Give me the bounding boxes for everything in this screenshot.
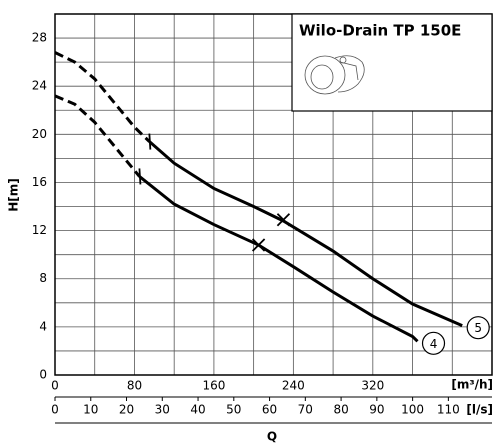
marker-stroke [148,133,152,150]
chart-title: Wilo-Drain TP 150E [299,22,461,40]
y-tick-label: 8 [39,271,47,285]
x2-tick-label: 40 [190,403,205,417]
marker-stroke [251,238,266,252]
x2-tick-label: 10 [83,403,98,417]
x-axis-title: Q [267,430,277,444]
x2-tick-label: 70 [298,403,313,417]
series-label-circle [421,331,446,355]
x2-tick-label: 110 [437,403,460,417]
pump-icon [304,55,365,95]
y-tick-label: 12 [32,223,47,237]
x2-tick-label: 80 [333,403,348,417]
x-tick-label: 160 [202,379,225,393]
curve-solid [138,175,419,343]
y-tick-label: 0 [39,368,47,382]
marker-tick [138,168,142,185]
x2-tick-label: 30 [155,403,170,417]
y-tick-label: 20 [32,127,47,141]
curve-dashed [54,94,141,178]
y-tick-label: 4 [39,319,47,333]
x-tick-label: 240 [282,379,305,393]
marker-stroke [276,213,291,227]
curve-dashed [54,51,151,143]
x-tick-label: 80 [127,379,142,393]
series-label-circle [466,316,490,340]
x2-tick-label: 0 [51,403,59,417]
series-label: 4 [430,337,438,351]
y-tick-label: 24 [32,79,47,93]
marker-stroke [138,168,142,185]
x2-tick-label: 90 [369,403,384,417]
y-tick-label: 28 [32,31,47,45]
y-axis-title: H[m] [7,178,21,212]
plot-frame [54,13,493,376]
x2-tick-label: 50 [226,403,241,417]
x2-tick-label: 60 [262,403,277,417]
curve-solid [148,140,463,328]
x-tick-label: 320 [361,379,384,393]
x2-tick-label: 100 [401,403,424,417]
marker-x [251,238,266,252]
marker-tick [148,133,152,150]
x-axis-unit: [m³/h] [451,378,493,392]
x2-axis-unit: [l/s] [466,403,493,417]
series-label: 5 [474,321,482,335]
marker-x [276,213,291,227]
y-tick-label: 16 [32,175,47,189]
title-box [291,13,493,112]
x2-tick-label: 20 [119,403,134,417]
x-tick-label: 0 [51,379,59,393]
